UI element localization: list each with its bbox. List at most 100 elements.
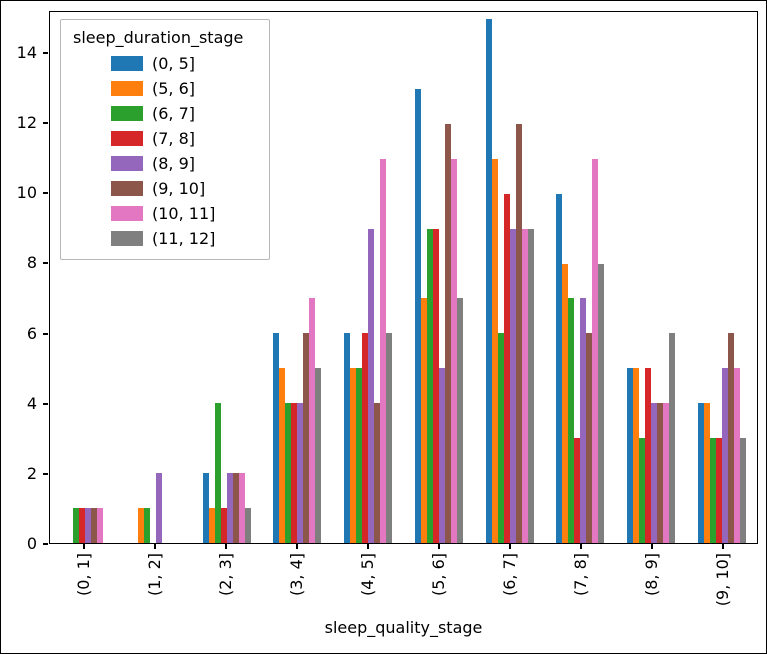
bar (515, 123, 522, 543)
x-tick: (8, 9] (616, 544, 687, 606)
bar (727, 333, 734, 543)
bar (232, 473, 239, 543)
bar (444, 123, 451, 543)
bar-group (333, 12, 404, 543)
y-tick-mark (43, 122, 48, 125)
bar (485, 19, 492, 543)
bar (380, 158, 387, 543)
legend-label: (0, 5] (152, 53, 196, 73)
bar (574, 438, 581, 543)
legend-label: (5, 6] (152, 78, 196, 98)
y-tick-mark (43, 262, 48, 265)
x-axis-label: sleep_quality_stage (324, 618, 483, 637)
x-tick-label: (5, 6] (428, 553, 448, 597)
x-tick-mark (83, 544, 86, 549)
bar (586, 333, 593, 543)
x-tick: (7, 8] (545, 544, 616, 606)
bar (91, 508, 98, 543)
bar (656, 403, 663, 543)
y-tick-mark (43, 402, 48, 405)
bar-group (616, 12, 687, 543)
x-tick: (1, 2] (120, 544, 191, 606)
y-tick-label: 6 (26, 323, 37, 343)
bar-group (262, 12, 333, 543)
bar (368, 228, 375, 543)
y-tick-label: 4 (26, 393, 37, 413)
legend-label: (7, 8] (152, 128, 196, 148)
legend-swatch (111, 231, 143, 246)
bar (350, 368, 357, 543)
bar (309, 298, 316, 543)
bar (438, 368, 445, 543)
bar (386, 333, 393, 543)
y-tick-label: 14 (16, 43, 37, 63)
bar-group (545, 12, 616, 543)
bar (632, 368, 639, 543)
legend-swatch (111, 156, 143, 171)
bar (521, 228, 528, 543)
x-tick-label: (8, 9] (641, 553, 661, 597)
legend-item: (0, 5] (111, 51, 255, 76)
y-tick-mark (43, 472, 48, 475)
legend-swatch (111, 181, 143, 196)
x-tick-mark (437, 544, 440, 549)
bar (497, 333, 504, 543)
legend-item: (5, 6] (111, 76, 255, 101)
legend-swatch (111, 81, 143, 96)
x-tick: (9, 10] (687, 544, 758, 606)
bar (414, 88, 421, 543)
x-tick: (5, 6] (404, 544, 475, 606)
x-tick-mark (367, 544, 370, 549)
bar (638, 438, 645, 543)
bar (703, 403, 710, 543)
bar-group (404, 12, 475, 543)
bar (208, 508, 215, 543)
x-tick-mark (154, 544, 157, 549)
bar (362, 333, 369, 543)
x-tick-label: (4, 5] (358, 553, 378, 597)
bar (214, 403, 221, 543)
legend-item: (11, 12] (111, 226, 255, 251)
bar (644, 368, 651, 543)
bar-group (50, 12, 121, 543)
x-tick-mark (508, 544, 511, 549)
legend-item: (9, 10] (111, 176, 255, 201)
y-tick-mark (43, 332, 48, 335)
bar (97, 508, 104, 543)
legend-swatch (111, 206, 143, 221)
x-tick-label: (0, 1] (74, 553, 94, 597)
bar (285, 403, 292, 543)
bar-group (191, 12, 262, 543)
bar (580, 298, 587, 543)
bar (491, 158, 498, 543)
bar (144, 508, 151, 543)
bar (315, 368, 322, 543)
bar-groups (50, 12, 757, 543)
bar (697, 403, 704, 543)
x-tick: (4, 5] (333, 544, 404, 606)
legend-item: (10, 11] (111, 201, 255, 226)
x-tick: (6, 7] (474, 544, 545, 606)
y-tick-mark (43, 192, 48, 195)
bar (156, 473, 163, 543)
legend-item: (7, 8] (111, 126, 255, 151)
x-tick: (2, 3] (191, 544, 262, 606)
bar-group (474, 12, 545, 543)
bar (598, 263, 605, 543)
bar (739, 438, 746, 543)
y-tick-label: 10 (16, 183, 37, 203)
y-tick-mark (43, 52, 48, 55)
y-axis: 0 2 4 6 8 10 12 14 (1, 11, 49, 552)
x-tick-mark (579, 544, 582, 549)
bar (626, 368, 633, 543)
bar (297, 403, 304, 543)
x-tick-mark (225, 544, 228, 549)
bar (244, 508, 251, 543)
bar (426, 228, 433, 543)
legend-swatch (111, 56, 143, 71)
x-tick: (0, 1] (49, 544, 120, 606)
x-tick-label: (6, 7] (499, 553, 519, 597)
legend-items: (0, 5] (5, 6] (6, 7] (7, 8] (8, 9] (9, 10] (10… (71, 51, 255, 251)
y-tick-mark (43, 543, 48, 545)
